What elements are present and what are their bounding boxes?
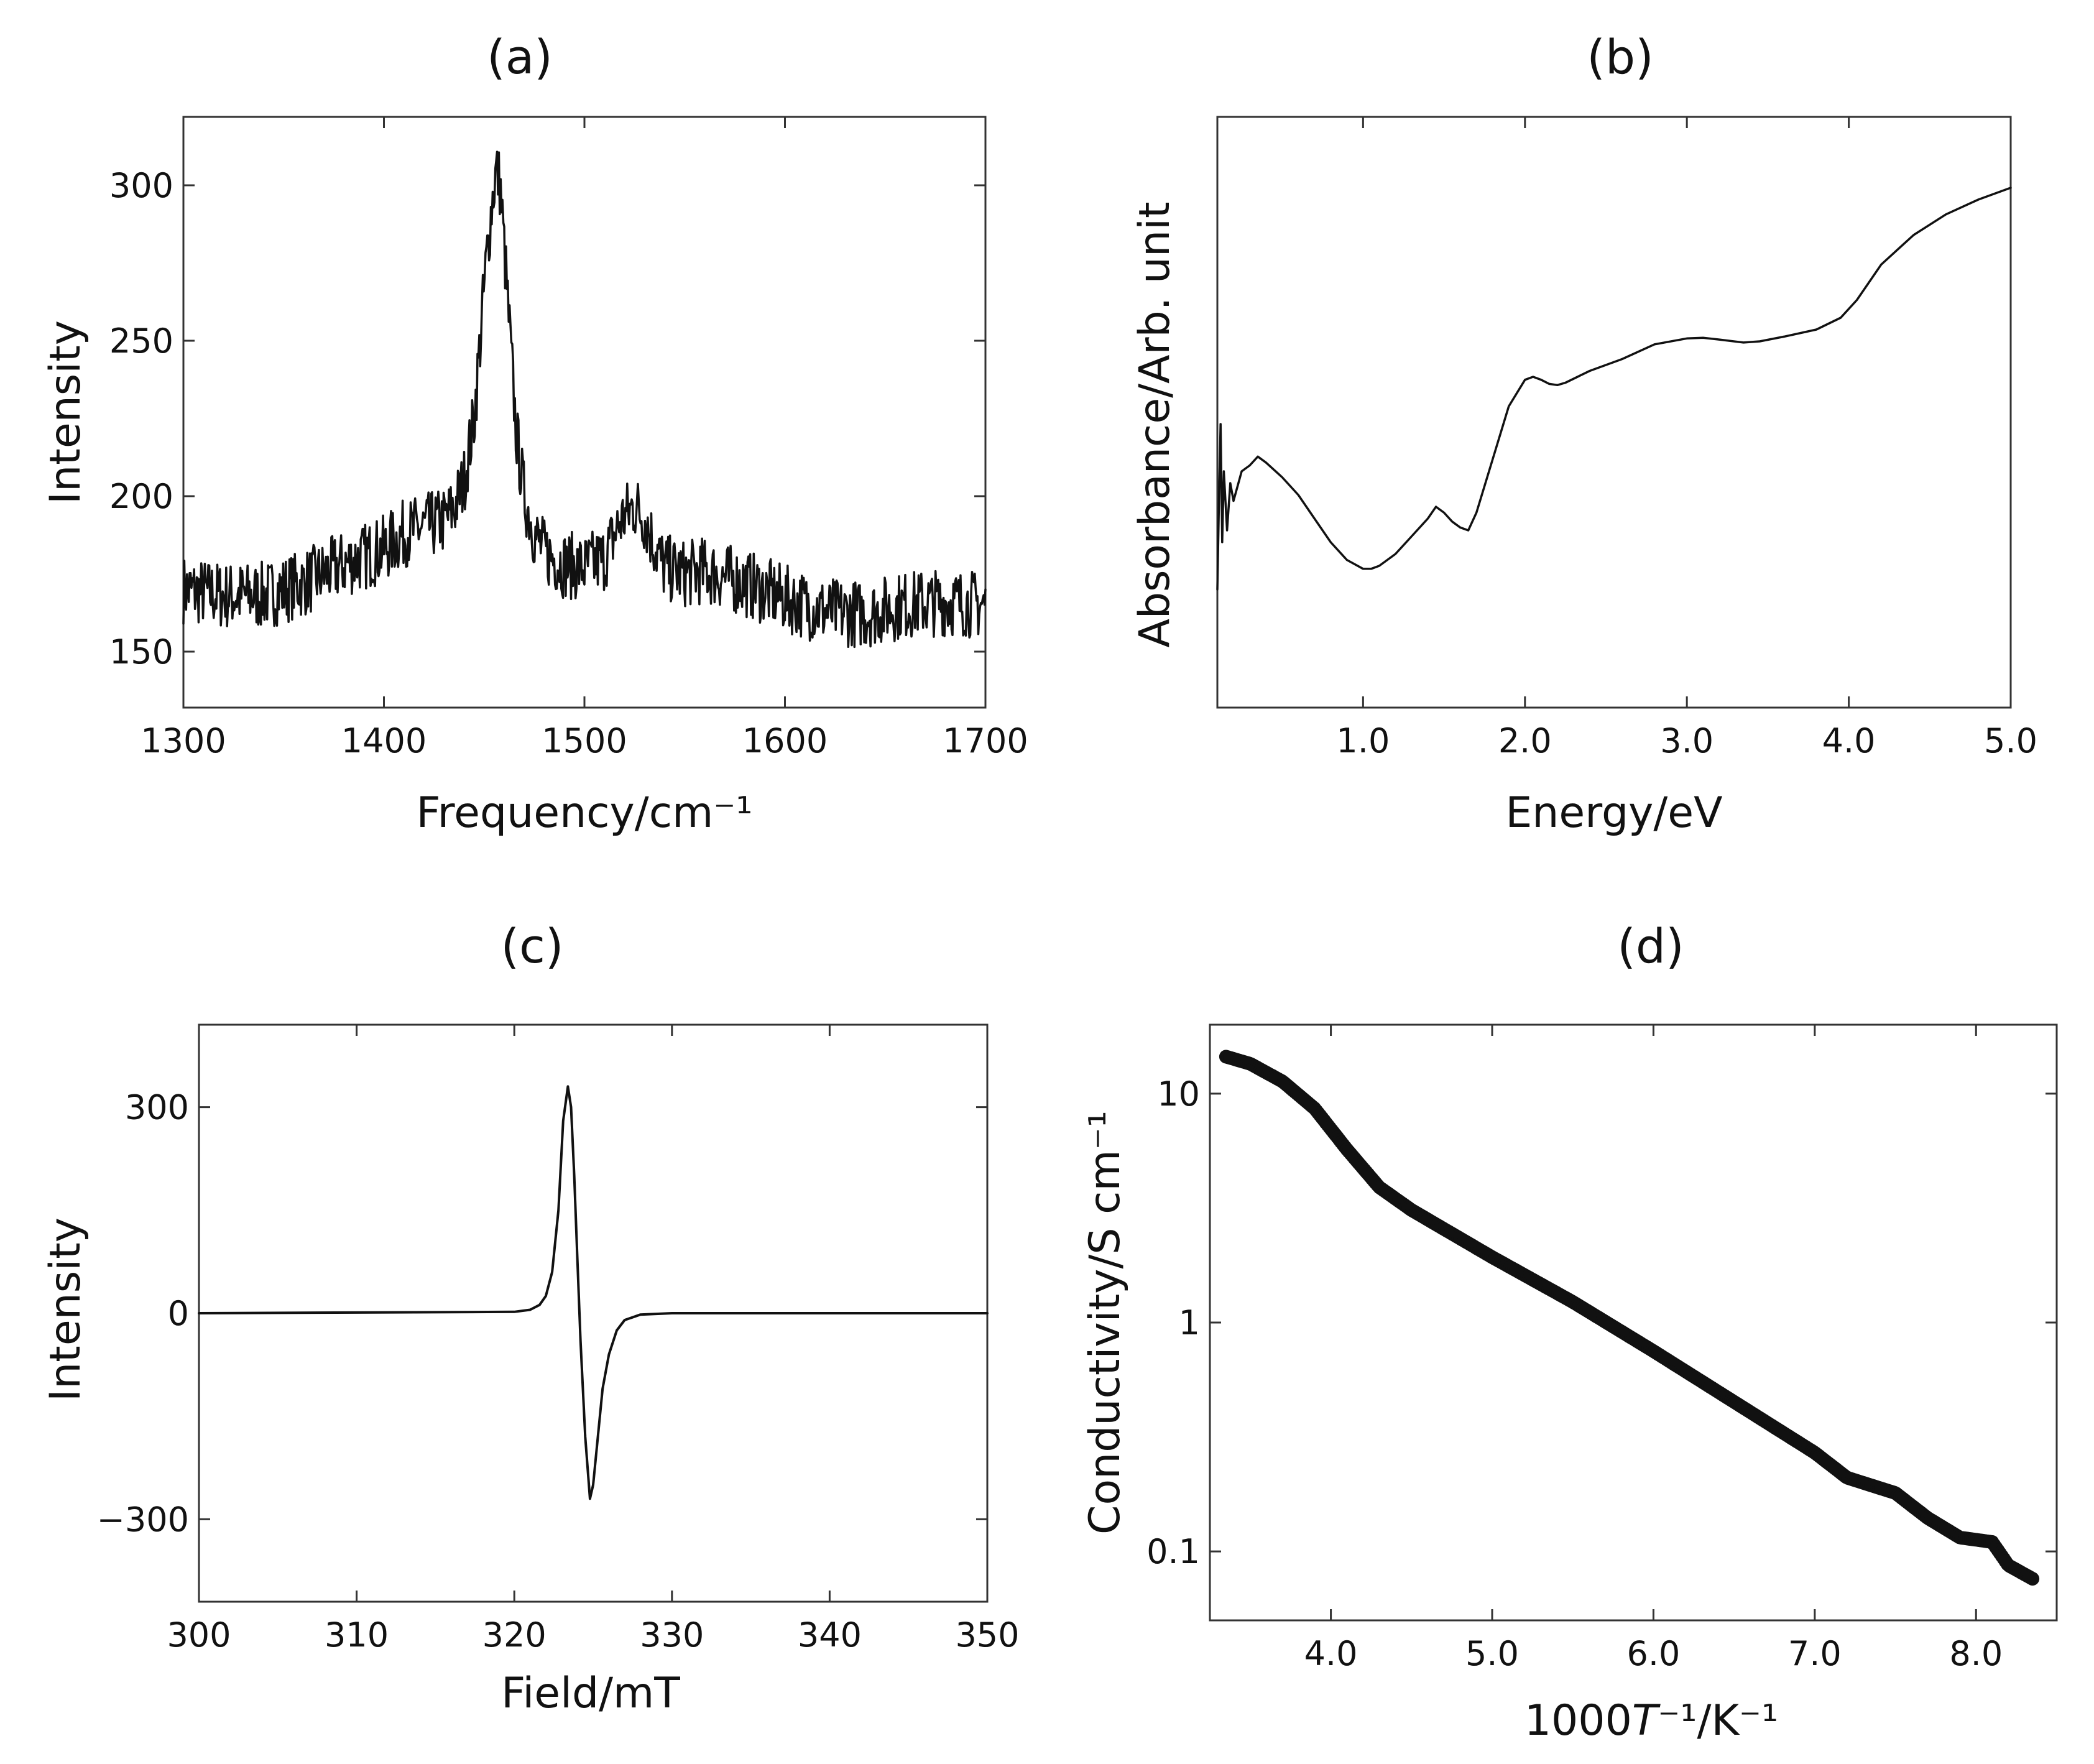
chart-b-series-line bbox=[1216, 187, 2012, 591]
chart-b-title: (b) bbox=[1587, 29, 1654, 85]
chart-b-xtick-label: 2.0 bbox=[1498, 721, 1552, 760]
chart-a-ytick-label: 250 bbox=[109, 321, 173, 361]
chart-c-ylabel: Intensity bbox=[41, 1217, 90, 1402]
chart-d-xtick-label: 8.0 bbox=[1949, 1634, 2003, 1673]
chart-a-ticks: 1300 1400 1500 1600 1700 150 200 250 300 bbox=[109, 117, 1028, 760]
chart-b-frame bbox=[1216, 116, 2012, 709]
chart-c-xtick-label: 310 bbox=[325, 1615, 389, 1655]
chart-b-ylabel: Absorbance/Arb. unit bbox=[1130, 201, 1179, 647]
chart-d-ytick-label: 10 bbox=[1157, 1074, 1200, 1114]
chart-d-xtick-label: 6.0 bbox=[1626, 1634, 1680, 1673]
chart-d-ytick-label: 0.1 bbox=[1146, 1532, 1200, 1571]
chart-b-ticks: 1.0 2.0 3.0 4.0 5.0 bbox=[1336, 117, 2037, 760]
chart-a-xtick-label: 1600 bbox=[742, 721, 828, 760]
chart-c-title: (c) bbox=[500, 918, 563, 974]
chart-a-ytick-label: 200 bbox=[109, 477, 173, 516]
chart-c-ticks: 300 310 320 330 340 350 −300 0 300 bbox=[97, 1025, 1020, 1655]
chart-a-ytick-label: 150 bbox=[109, 632, 173, 672]
chart-d-points bbox=[1219, 1050, 2040, 1586]
chart-a-title: (a) bbox=[487, 29, 553, 85]
chart-c-ytick-label: −300 bbox=[97, 1500, 189, 1539]
chart-d-xtick-label: 5.0 bbox=[1465, 1634, 1519, 1673]
chart-d: (d) 4.0 5.0 6.0 7.0 8.0 0.1 1 10 1000T⁻¹/K⁻¹ Co… bbox=[1081, 918, 2058, 1745]
chart-a-xlabel: Frequency/cm⁻¹ bbox=[417, 788, 753, 838]
chart-b-xlabel: Energy/eV bbox=[1505, 788, 1722, 838]
chart-d-xtick-label: 7.0 bbox=[1788, 1634, 1842, 1673]
chart-d-point bbox=[2026, 1572, 2040, 1586]
chart-c-xtick-label: 340 bbox=[798, 1615, 862, 1655]
chart-c-xlabel: Field/mT bbox=[501, 1669, 680, 1718]
chart-d-ylabel: Conductivity/S cm⁻¹ bbox=[1081, 1111, 1130, 1535]
chart-c-ytick-label: 300 bbox=[125, 1088, 189, 1127]
chart-d-ytick-label: 1 bbox=[1179, 1303, 1200, 1342]
chart-c-series-line bbox=[198, 1085, 989, 1500]
chart-a-xtick-label: 1400 bbox=[341, 721, 427, 760]
chart-d-xtick-label: 4.0 bbox=[1304, 1634, 1358, 1673]
chart-a-series-line bbox=[182, 150, 987, 649]
chart-d-ticks: 4.0 5.0 6.0 7.0 8.0 0.1 1 10 bbox=[1146, 1025, 2057, 1673]
chart-b-xtick-label: 4.0 bbox=[1822, 721, 1876, 760]
chart-a-xtick-label: 1700 bbox=[943, 721, 1028, 760]
chart-a-ylabel: Intensity bbox=[41, 320, 90, 504]
chart-a-ytick-label: 300 bbox=[109, 166, 173, 205]
chart-a: (a) 1300 1400 1500 1600 1700 150 200 250 300 Fre… bbox=[41, 29, 1028, 838]
chart-d-xlabel: 1000T⁻¹/K⁻¹ bbox=[1524, 1696, 1778, 1745]
chart-c-ytick-label: 0 bbox=[168, 1294, 189, 1333]
chart-d-title: (d) bbox=[1617, 918, 1684, 974]
chart-a-xtick-label: 1300 bbox=[141, 721, 226, 760]
chart-c-xtick-label: 320 bbox=[482, 1615, 547, 1655]
chart-b-xtick-label: 3.0 bbox=[1660, 721, 1713, 760]
chart-d-frame bbox=[1209, 1023, 2058, 1622]
chart-a-xtick-label: 1500 bbox=[542, 721, 627, 760]
chart-b-xtick-label: 1.0 bbox=[1336, 721, 1390, 760]
chart-b: (b) 1.0 2.0 3.0 4.0 5.0 Energy/eV Absorbance… bbox=[1130, 29, 2037, 838]
chart-c-xtick-label: 330 bbox=[640, 1615, 704, 1655]
chart-c-xtick-label: 350 bbox=[955, 1615, 1019, 1655]
chart-a-frame bbox=[182, 116, 987, 709]
chart-b-xtick-label: 5.0 bbox=[1984, 721, 2037, 760]
chart-c-xtick-label: 300 bbox=[167, 1615, 231, 1655]
